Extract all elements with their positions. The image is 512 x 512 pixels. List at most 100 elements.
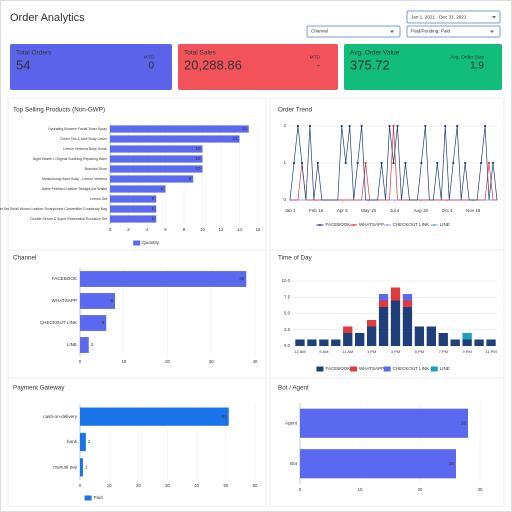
- dropdown-arrow: [492, 16, 496, 19]
- value-label: 5: [152, 206, 155, 211]
- value-label: 5: [152, 196, 155, 201]
- value-label: 10: [195, 156, 201, 161]
- panel: [269, 377, 505, 507]
- value-label: 1: [85, 465, 88, 470]
- y-tick-label: 2.5: [284, 327, 291, 332]
- dropdown-arrow: [390, 30, 394, 33]
- category-label: Lemon Verbena Body Scrub: [63, 147, 107, 151]
- legend-label: CHECKOUT LINK: [393, 222, 429, 227]
- bar-segment: [319, 339, 329, 346]
- payment-box[interactable]: [406, 25, 501, 38]
- category-label: bank: [67, 439, 78, 444]
- bar: [110, 165, 203, 173]
- x-tick-label: 16: [256, 227, 261, 232]
- value-label: 8: [110, 298, 113, 303]
- chart-title: Top Selling Products (Non-GWP): [13, 107, 105, 114]
- kpi-sub-value: 0: [148, 61, 154, 72]
- category-label: Double Serum & Super Restorative Exclusi…: [30, 217, 107, 221]
- x-tick-label: 6: [164, 227, 167, 232]
- x-tick-label: 14: [237, 227, 242, 232]
- value-label: 28: [461, 420, 467, 425]
- date-range-text[interactable]: Jan 1, 2021 - Dec 31, 2021: [411, 15, 467, 20]
- legend-label: LINE: [440, 366, 450, 371]
- kpi-sub-value: -: [317, 61, 320, 72]
- x-tick-label: 0: [299, 487, 302, 492]
- x-tick-label: 60: [253, 483, 258, 488]
- channel-text[interactable]: Channel: [311, 29, 328, 34]
- legend-label: Quantity: [142, 240, 160, 245]
- channel-box[interactable]: [306, 25, 401, 38]
- x-tick-label: May 19: [361, 208, 376, 213]
- bar-segment: [378, 294, 389, 301]
- x-tick-label: Nov 19: [466, 208, 481, 213]
- channel-filter[interactable]: Channel: [306, 25, 401, 38]
- kpi-sub-label: MTD: [310, 54, 321, 60]
- legend-label: WHATSAPP: [359, 366, 384, 371]
- category-label: Agent: [285, 420, 298, 425]
- point: [456, 124, 459, 128]
- bar-segment: [474, 339, 484, 346]
- bar-segment: [438, 333, 448, 346]
- bar: [300, 408, 468, 438]
- bar-segment: [426, 326, 436, 346]
- bar-segment: [402, 307, 413, 346]
- bar-segment: [486, 339, 496, 346]
- value-label: 51: [222, 414, 228, 419]
- bar-segment: [343, 333, 353, 346]
- x-tick-label: 50: [223, 483, 228, 488]
- category-label: Adele Pebbled Leather Straight-toe Walle…: [42, 187, 107, 191]
- x-tick-label: 30: [209, 359, 214, 364]
- bar-segment: [331, 339, 341, 346]
- legend-swatch: [350, 366, 358, 372]
- x-tick-label: Apr 3: [337, 208, 348, 213]
- kpi-card: [178, 44, 338, 90]
- bar-segment: [450, 339, 460, 346]
- bar: [110, 155, 203, 163]
- payment-filter[interactable]: Paid/Pending: Paid: [406, 25, 501, 38]
- legend-swatch: [316, 366, 324, 372]
- payment-text[interactable]: Paid/Pending: Paid: [411, 29, 451, 34]
- x-tick-label: 2: [127, 227, 130, 232]
- value-label: 26: [449, 461, 455, 466]
- point: [388, 124, 391, 128]
- legend-label: Paid: [94, 495, 104, 500]
- x-tick-label: 20: [418, 487, 423, 492]
- kpi-card: [344, 44, 502, 90]
- category-label: Moisturizing Hand Soap - Lemon Verbena: [42, 177, 107, 181]
- kpi-value: 375.72: [350, 57, 390, 72]
- date-range-box[interactable]: [406, 10, 501, 24]
- category-label: Branded Shoe: [85, 167, 107, 171]
- point: [491, 161, 495, 165]
- point: [316, 161, 319, 165]
- point: [392, 124, 395, 128]
- category-label: cash-on-delivery: [43, 414, 77, 419]
- point: [483, 124, 487, 128]
- x-tick-label: 10: [358, 487, 363, 492]
- x-tick-label: 40: [253, 359, 258, 364]
- legend-label: FACEBOOK: [325, 366, 350, 371]
- category-label: Lemon Set: [90, 197, 107, 201]
- legend-swatch-dot: [318, 224, 321, 226]
- legend-swatch: [430, 366, 438, 372]
- bar: [110, 125, 249, 133]
- bar-segment: [343, 326, 353, 333]
- value-label: 2: [88, 439, 91, 444]
- kpi-sub-value: 1.9: [470, 61, 484, 72]
- kpi-sub-label: MTD: [144, 54, 155, 60]
- point: [364, 161, 367, 165]
- y-tick-label: 10.0: [282, 278, 291, 283]
- x-tick-label: 20: [136, 483, 141, 488]
- bar: [110, 175, 194, 183]
- x-tick-label: Jul 4: [390, 208, 400, 213]
- date-range-filter[interactable]: Jan 1, 2021 - Dec 31, 2021: [406, 10, 501, 24]
- bar-segment: [390, 287, 401, 301]
- y-tick-label: 0.0: [284, 343, 291, 348]
- x-tick-label: 8: [183, 227, 186, 232]
- x-tick-label: 1 PM: [367, 349, 376, 354]
- value-label: 10: [195, 146, 201, 151]
- x-tick-label: 0: [79, 359, 82, 364]
- x-tick-label: 4: [146, 227, 149, 232]
- bar: [80, 315, 107, 331]
- value-label: 14: [232, 136, 238, 141]
- category-label: Jet Set Small Woven Leather Smartphone C…: [0, 207, 107, 211]
